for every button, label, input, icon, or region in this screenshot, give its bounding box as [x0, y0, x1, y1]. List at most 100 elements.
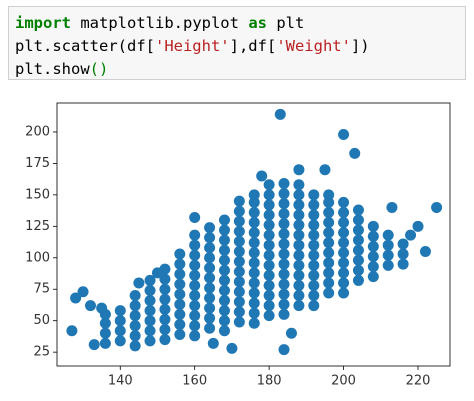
point — [323, 267, 335, 279]
point — [263, 209, 275, 221]
point — [189, 310, 201, 322]
point — [274, 108, 286, 120]
point — [278, 238, 290, 250]
point — [308, 269, 320, 281]
point — [204, 302, 216, 314]
point — [114, 325, 126, 337]
point — [144, 335, 156, 347]
point — [204, 282, 216, 294]
point — [349, 147, 361, 159]
point — [323, 237, 335, 249]
point — [278, 288, 290, 300]
point — [144, 284, 156, 296]
point — [431, 201, 443, 213]
point — [278, 278, 290, 290]
point — [159, 313, 171, 325]
point — [174, 288, 186, 300]
point — [218, 234, 230, 246]
code-text: plt.show — [15, 60, 90, 78]
point — [323, 227, 335, 239]
point — [338, 267, 350, 279]
point — [248, 206, 260, 218]
point — [338, 196, 350, 208]
point — [207, 337, 219, 349]
point — [338, 277, 350, 289]
point — [263, 189, 275, 201]
point — [233, 316, 245, 328]
point — [159, 324, 171, 336]
point — [233, 276, 245, 288]
point — [308, 189, 320, 201]
point — [218, 284, 230, 296]
point — [248, 307, 260, 319]
keyword: as — [248, 14, 267, 32]
code-text: matplotlib.pyplot — [71, 14, 249, 32]
point — [352, 204, 364, 216]
point — [323, 189, 335, 201]
code-text: ]) — [350, 37, 370, 55]
point — [248, 297, 260, 309]
point — [218, 325, 230, 337]
point — [233, 235, 245, 247]
point — [338, 227, 350, 239]
point — [308, 279, 320, 291]
point — [151, 267, 163, 279]
point — [144, 325, 156, 337]
point — [218, 254, 230, 266]
point — [338, 128, 350, 140]
point — [144, 295, 156, 307]
code-cell[interactable]: import matplotlib.pyplot as plt plt.scat… — [8, 6, 466, 80]
point — [293, 209, 305, 221]
point — [263, 219, 275, 231]
point — [367, 251, 379, 263]
point — [419, 245, 431, 257]
point — [66, 325, 78, 337]
point — [263, 269, 275, 281]
point — [367, 230, 379, 242]
point — [233, 266, 245, 278]
point — [99, 337, 111, 349]
point — [367, 240, 379, 252]
point — [218, 224, 230, 236]
point — [293, 269, 305, 281]
point — [285, 327, 297, 339]
code-line: plt.scatter(df['Height'],df['Weight']) — [15, 35, 459, 58]
point — [323, 277, 335, 289]
point — [323, 287, 335, 299]
point — [248, 196, 260, 208]
point — [159, 293, 171, 305]
point — [233, 256, 245, 268]
point — [70, 292, 82, 304]
point — [323, 217, 335, 229]
point — [233, 306, 245, 318]
point — [189, 259, 201, 271]
y-tick-label: 75 — [33, 282, 50, 297]
point — [293, 199, 305, 211]
point — [144, 274, 156, 286]
point — [129, 320, 141, 332]
y-tick-label: 200 — [25, 124, 50, 139]
point — [293, 164, 305, 176]
point — [352, 254, 364, 266]
point — [352, 264, 364, 276]
point — [204, 252, 216, 264]
string: 'Height' — [154, 37, 230, 55]
point — [248, 227, 260, 239]
point — [293, 300, 305, 312]
point — [263, 249, 275, 261]
point — [174, 329, 186, 341]
point — [189, 249, 201, 261]
point — [308, 300, 320, 312]
point — [338, 247, 350, 259]
point — [278, 308, 290, 320]
x-tick-label: 140 — [108, 374, 133, 389]
point — [218, 264, 230, 276]
y-tick-label: 50 — [33, 313, 50, 328]
point — [308, 229, 320, 241]
point — [263, 300, 275, 312]
point — [129, 290, 141, 302]
point — [226, 342, 238, 354]
point — [323, 196, 335, 208]
point — [189, 279, 201, 291]
